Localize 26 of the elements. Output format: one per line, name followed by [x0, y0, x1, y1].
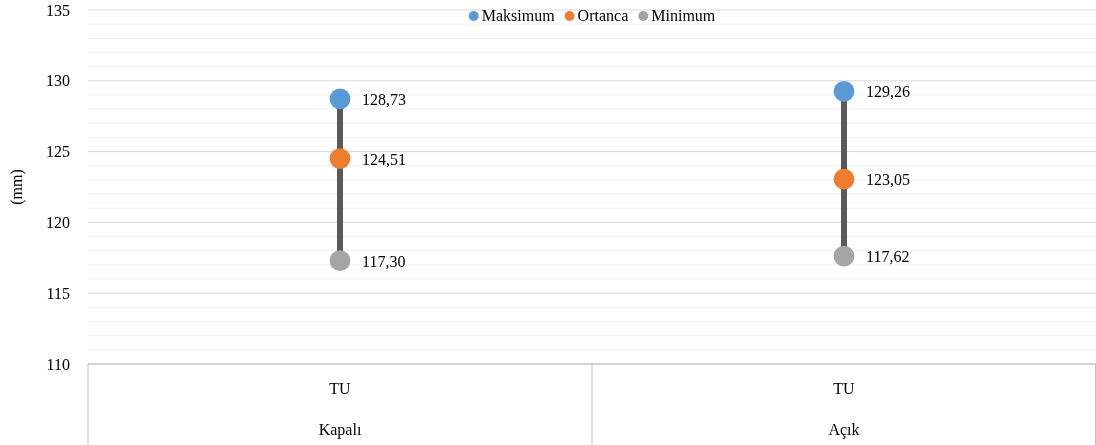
point [833, 80, 855, 102]
point [833, 245, 855, 267]
point [329, 250, 351, 272]
legend-label: Maksimum [481, 7, 556, 24]
data-label: 128,73 [362, 90, 406, 108]
x-tick-label: TU [329, 380, 352, 397]
legend-label: Minimum [651, 7, 716, 24]
data-label: 124,51 [362, 150, 406, 168]
y-axis-title: (mm) [8, 169, 26, 205]
y-tick-label: 135 [46, 1, 70, 19]
point [329, 88, 351, 110]
text: Kapalı [318, 421, 362, 439]
y-tick-label: 120 [46, 214, 70, 232]
y-tick-label: 115 [46, 284, 70, 302]
y-tick-label: 130 [46, 72, 70, 90]
y-tick-label: 125 [46, 143, 70, 161]
point [833, 168, 855, 190]
point [329, 148, 351, 169]
data-label: 129,26 [866, 83, 910, 101]
legend-label: Ortanca [577, 7, 629, 24]
y-tick-label: 110 [46, 355, 70, 373]
text: Açık [828, 421, 860, 439]
data-label: 123,05 [866, 171, 910, 189]
x-tick-label: TU [833, 380, 856, 397]
data-label: 117,62 [866, 248, 910, 266]
data-label: 117,30 [362, 252, 406, 270]
